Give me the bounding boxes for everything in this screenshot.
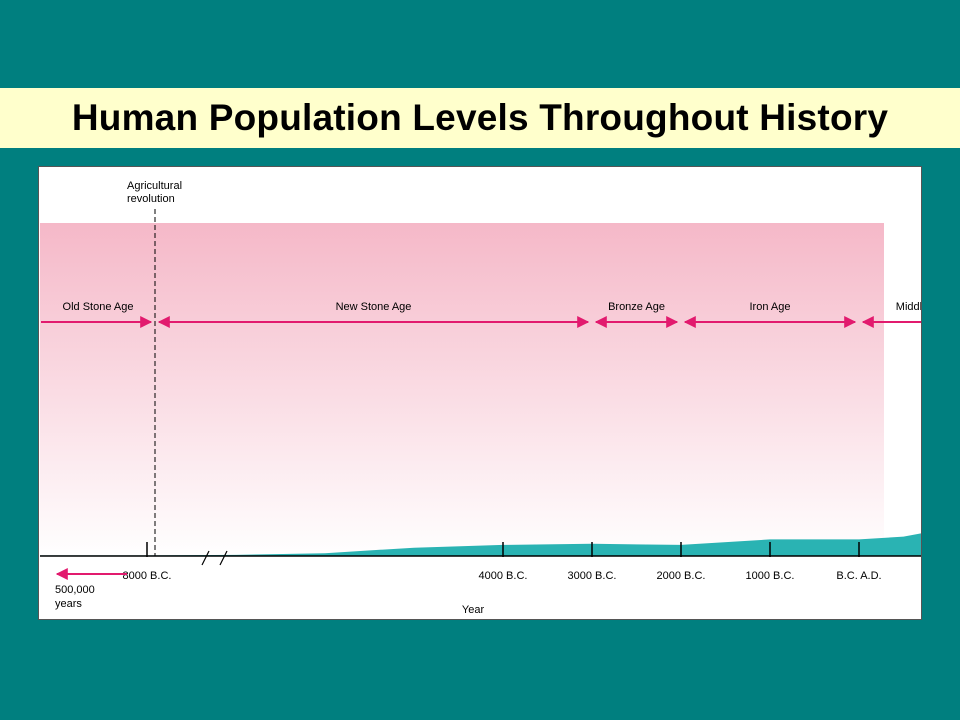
x-tick-label: 8000 B.C.	[123, 570, 172, 582]
axis-break-mark	[219, 550, 228, 566]
population-chart: 8000 B.C. 4000 B.C. 3000 B.C. 2000 B.C. 1000…	[40, 180, 921, 616]
x-tick-label: B.C. A.D.	[836, 570, 881, 582]
axis-break-mark	[201, 550, 210, 566]
x-tick-label: 3000 B.C.	[568, 570, 617, 582]
x-tick-label: 1000 B.C.	[746, 570, 795, 582]
population-area	[40, 533, 921, 556]
event-label: Agricultural	[127, 180, 182, 192]
era-label: Bronze Age	[608, 301, 665, 313]
x-axis-label: Year	[462, 604, 485, 616]
title-band: Human Population Levels Throughout Histo…	[0, 88, 960, 148]
era-label: Iron Age	[750, 301, 791, 313]
x-tick-label: 4000 B.C.	[479, 570, 528, 582]
era-label: Middle Ages	[896, 301, 921, 313]
event-label: revolution	[127, 193, 175, 205]
x-axis-note: 500,000	[55, 584, 95, 596]
slide-title: Human Population Levels Throughout Histo…	[71, 97, 889, 138]
era-label: New Stone Age	[336, 301, 412, 313]
chart-panel: 8000 B.C. 4000 B.C. 3000 B.C. 2000 B.C. 1000…	[38, 166, 922, 620]
plot-background	[40, 223, 884, 557]
era-label: Old Stone Age	[63, 301, 134, 313]
x-tick-label: 2000 B.C.	[657, 570, 706, 582]
x-axis-note: years	[55, 598, 82, 610]
